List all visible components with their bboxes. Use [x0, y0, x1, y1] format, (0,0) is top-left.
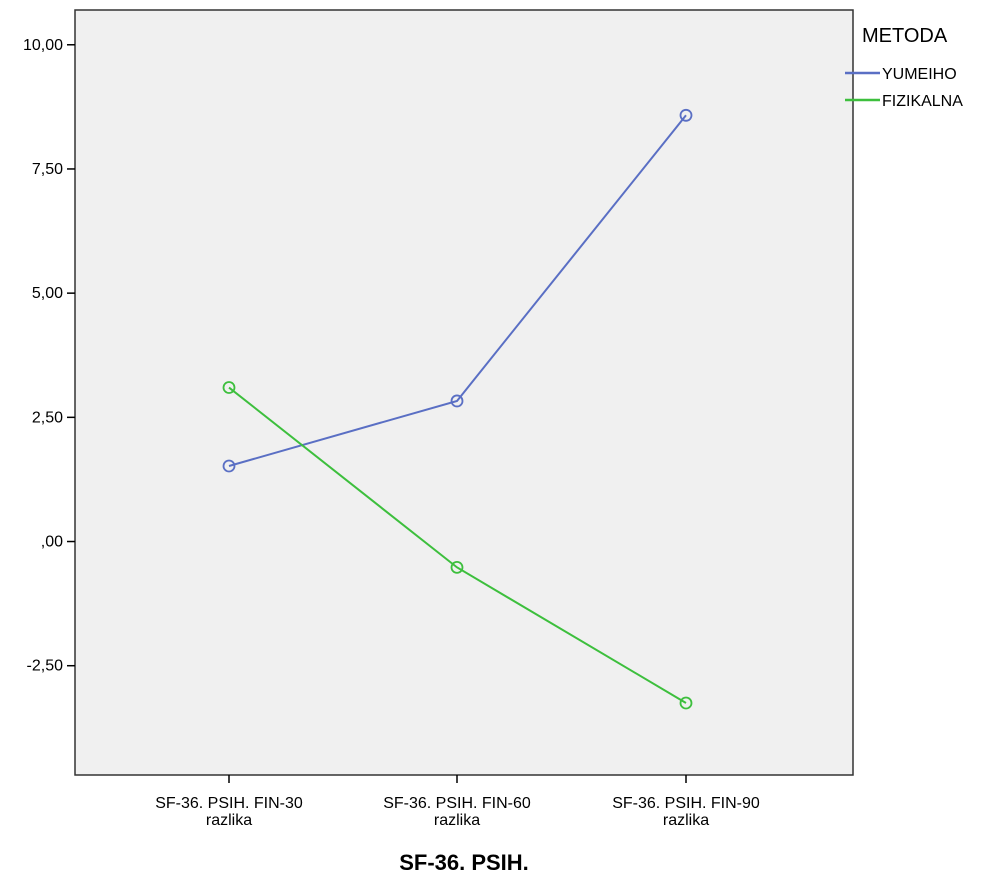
data-point-yumeiho — [222, 459, 236, 473]
y-tick-label: 5,00 — [32, 285, 63, 302]
data-point-yumeiho — [679, 108, 693, 122]
y-tick-label: 2,50 — [32, 409, 63, 426]
data-point-fizikalna — [222, 381, 236, 394]
series-layer — [222, 108, 693, 710]
legend-label: YUMEIHO — [882, 66, 957, 83]
y-tick-label: 10,00 — [23, 37, 63, 54]
y-tick-label: 7,50 — [32, 161, 63, 178]
x-category-label: SF-36. PSIH. FIN-60 razlika — [383, 795, 531, 829]
legend: METODA YUMEIHO FIZIKALNA — [845, 25, 963, 110]
y-tick-label: ,00 — [41, 534, 63, 551]
series-line-yumeiho — [228, 114, 687, 467]
x-axis-title: SF-36. PSIH. — [399, 850, 529, 875]
data-point-fizikalna — [679, 696, 693, 710]
x-category-label: SF-36. PSIH. FIN-90 razlika — [612, 795, 760, 829]
series-line-fizikalna — [228, 386, 687, 704]
y-axis: -2,50 ,00 2,50 5,00 7,50 10,00 — [23, 37, 75, 675]
legend-label: FIZIKALNA — [882, 93, 963, 110]
x-axis: SF-36. PSIH. FIN-30 razlika SF-36. PSIH. F… — [155, 775, 760, 829]
legend-title: METODA — [862, 25, 948, 47]
data-point-fizikalna — [450, 560, 464, 574]
data-point-yumeiho — [450, 394, 464, 408]
y-tick-label: -2,50 — [27, 658, 64, 675]
x-category-label: SF-36. PSIH. FIN-30 razlika — [155, 795, 303, 829]
